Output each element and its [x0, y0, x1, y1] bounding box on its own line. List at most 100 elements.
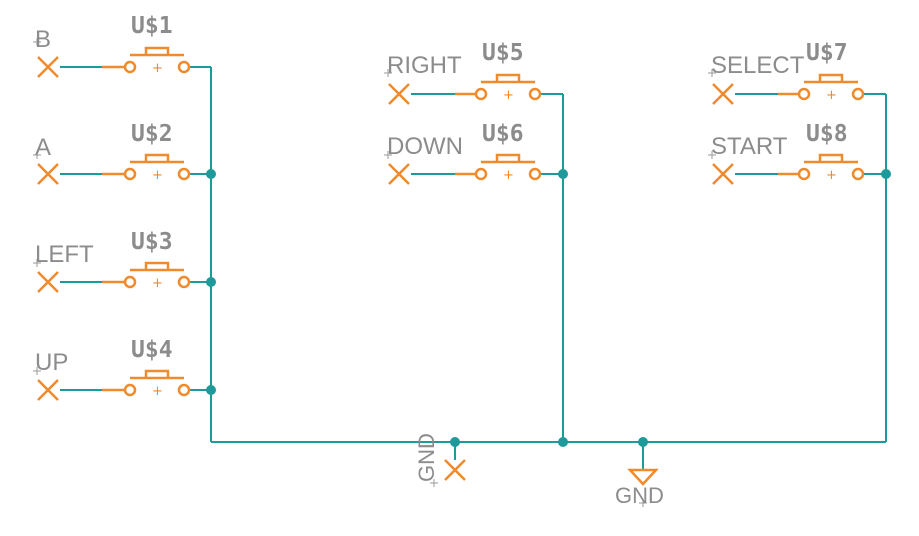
x-icon — [712, 83, 734, 105]
origin-cross-icon — [33, 367, 41, 375]
net-port-start[interactable]: START — [708, 133, 788, 185]
net-label-select: SELECT — [711, 52, 805, 79]
pin-circle — [177, 167, 191, 181]
net-label-start: START — [711, 133, 788, 160]
ground-triangle-icon — [627, 468, 659, 486]
origin-cross-icon — [384, 69, 392, 77]
button-u3[interactable]: + U$3 — [102, 229, 191, 291]
pin-circle — [797, 167, 811, 181]
x-icon — [444, 459, 466, 481]
button-u8[interactable]: + U$8 — [778, 121, 865, 183]
pin-circle — [123, 275, 137, 289]
pin-circle — [474, 87, 488, 101]
part-name-u7: U$7 — [806, 40, 848, 66]
pin-circle — [851, 167, 865, 181]
gnd-port-label: GND — [414, 433, 439, 482]
pushbutton-actuator — [804, 153, 858, 164]
pushbutton-actuator — [804, 73, 858, 84]
origin-cross-icon — [33, 259, 41, 267]
origin-cross-icon — [430, 479, 438, 487]
pin-circle — [177, 383, 191, 397]
button-u6[interactable]: + U$6 — [455, 121, 542, 183]
part-name-u5: U$5 — [482, 40, 524, 66]
pin-circle — [851, 87, 865, 101]
pin-circle — [177, 275, 191, 289]
origin-cross-icon — [708, 69, 716, 77]
pin-circle — [123, 60, 137, 74]
pin-circle — [797, 87, 811, 101]
origin-cross-icon — [708, 151, 716, 159]
gnd-port[interactable]: GND — [414, 433, 466, 487]
button-u1[interactable]: + U$1 — [102, 13, 191, 76]
origin-cross-icon — [639, 499, 647, 507]
origin-plus: + — [503, 88, 514, 103]
pin-circle — [123, 167, 137, 181]
pushbutton-actuator — [130, 153, 184, 164]
junction-dot — [558, 169, 568, 179]
net-label-right: RIGHT — [387, 52, 462, 79]
net-port-left[interactable]: LEFT — [33, 241, 94, 293]
pushbutton-actuator — [130, 369, 184, 380]
origin-cross-icon — [33, 38, 41, 46]
junction-dot — [638, 437, 648, 447]
button-u4[interactable]: + U$4 — [102, 337, 191, 399]
x-icon — [712, 163, 734, 185]
net-label-left: LEFT — [35, 241, 94, 268]
origin-plus: + — [152, 276, 163, 291]
pin-circle — [474, 167, 488, 181]
net-label-b: B — [35, 26, 51, 53]
net-port-b[interactable]: B — [33, 26, 59, 78]
part-name-u4: U$4 — [131, 337, 173, 363]
part-name-u2: U$2 — [131, 121, 173, 147]
net-port-select[interactable]: SELECT — [708, 52, 805, 105]
button-u7[interactable]: + U$7 — [778, 40, 865, 103]
net-label-a: A — [35, 134, 51, 161]
part-name-u1: U$1 — [131, 13, 173, 39]
part-name-u8: U$8 — [806, 121, 848, 147]
pushbutton-actuator — [130, 261, 184, 272]
pin-circle — [528, 167, 542, 181]
origin-plus: + — [503, 168, 514, 183]
origin-plus: + — [152, 61, 163, 76]
pushbutton-actuator — [481, 153, 535, 164]
net-label-down: DOWN — [387, 133, 463, 160]
gnd-symbol-label: GND — [615, 483, 664, 508]
pushbutton-actuator — [481, 73, 535, 84]
net-port-up[interactable]: UP — [33, 349, 68, 401]
x-icon — [37, 271, 59, 293]
part-name-u3: U$3 — [131, 229, 173, 255]
junction-dot — [206, 169, 216, 179]
origin-plus: + — [826, 88, 837, 103]
x-icon — [37, 379, 59, 401]
x-icon — [388, 163, 410, 185]
x-icon — [37, 163, 59, 185]
origin-cross-icon — [33, 151, 41, 159]
origin-plus: + — [152, 384, 163, 399]
net-port-down[interactable]: DOWN — [384, 133, 463, 185]
net-port-right[interactable]: RIGHT — [384, 52, 462, 105]
junction-dot — [206, 385, 216, 395]
origin-plus: + — [152, 168, 163, 183]
pin-circle — [177, 60, 191, 74]
net-port-a[interactable]: A — [33, 134, 59, 185]
part-name-u6: U$6 — [482, 121, 524, 147]
junction-dot — [558, 437, 568, 447]
net-label-up: UP — [35, 349, 68, 376]
button-u5[interactable]: + U$5 — [455, 40, 542, 103]
junction-dot — [206, 277, 216, 287]
x-icon — [388, 83, 410, 105]
net-ports: B A LEFT UP RIGHT DOWN — [33, 26, 805, 401]
pin-circle — [528, 87, 542, 101]
wires — [60, 66, 887, 470]
pushbutton-actuator — [130, 46, 184, 57]
gnd-symbol[interactable]: GND — [615, 468, 664, 508]
pin-circle — [123, 383, 137, 397]
junctions — [206, 169, 891, 447]
junction-dot — [881, 169, 891, 179]
origin-cross-icon — [384, 151, 392, 159]
junction-dot — [450, 437, 460, 447]
x-icon — [37, 56, 59, 78]
button-u2[interactable]: + U$2 — [102, 121, 191, 183]
origin-plus: + — [826, 168, 837, 183]
